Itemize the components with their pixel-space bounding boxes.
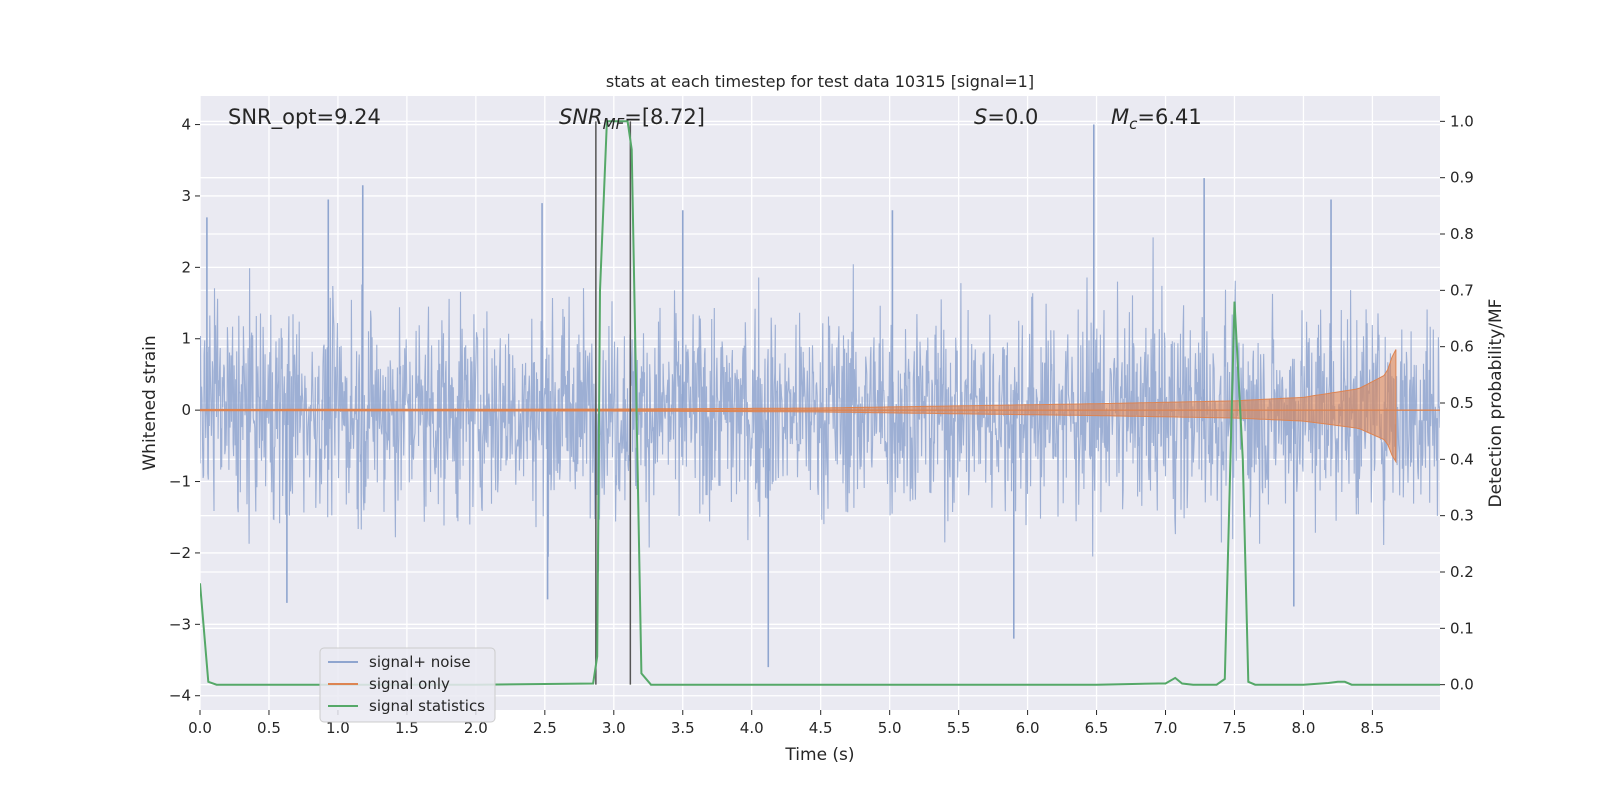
y-right-tick-label: 0.4 [1450, 450, 1474, 468]
x-tick-label: 5.0 [878, 719, 902, 737]
y-right-tick-label: 0.9 [1450, 169, 1474, 187]
legend-label-signal-statistics: signal statistics [369, 697, 485, 715]
annotation-snr-opt: SNR_opt=9.24 [228, 105, 381, 130]
x-tick-label: 0.0 [188, 719, 212, 737]
y-left-tick-label: −4 [169, 687, 191, 705]
x-tick-label: 6.0 [1016, 719, 1040, 737]
y-left-tick-label: 2 [181, 258, 191, 276]
y-left-tick-label: 0 [181, 401, 191, 419]
y-axis-left: 4 3 2 1 0 −1 −2 −3 −4 [169, 116, 200, 705]
y-right-tick-label: 0.7 [1450, 281, 1474, 299]
annotation-snr-mf: SNRMF=[8.72] [559, 105, 705, 133]
x-tick-label: 5.5 [947, 719, 971, 737]
plot-series [200, 120, 1440, 686]
x-tick-label: 1.0 [326, 719, 350, 737]
x-tick-label: 7.5 [1223, 719, 1247, 737]
y-left-tick-label: 1 [181, 330, 191, 348]
y-left-tick-label: 4 [181, 116, 191, 134]
y-axis-left-label: Whitened strain [140, 335, 160, 470]
x-tick-label: 7.0 [1154, 719, 1178, 737]
legend-label-signal-noise: signal+ noise [369, 653, 471, 671]
annotation-s: S=0.0 [974, 105, 1038, 129]
x-axis: 0.0 0.5 1.0 1.5 2.0 2.5 3.0 3.5 4.0 4.5 5.0 5.5 6.0 6… [188, 710, 1384, 737]
x-tick-label: 4.0 [740, 719, 764, 737]
x-tick-label: 3.5 [671, 719, 695, 737]
chart-title: stats at each timestep for test data 103… [606, 72, 1034, 91]
y-right-tick-label: 0.1 [1450, 619, 1474, 637]
y-right-tick-label: 0.6 [1450, 338, 1474, 356]
y-left-tick-label: −1 [169, 473, 191, 491]
x-tick-label: 3.0 [602, 719, 626, 737]
series-signal-statistics [200, 120, 1440, 686]
legend-box [319, 647, 496, 723]
y-right-tick-label: 1.0 [1450, 112, 1474, 130]
legend-label-signal-only: signal only [369, 675, 450, 693]
y-right-tick-label: 0.5 [1450, 394, 1474, 412]
y-axis-right: 1.0 0.9 0.8 0.7 0.6 0.5 0.4 0.3 0.2 0.1 0.0 [1440, 112, 1474, 694]
x-tick-label: 1.5 [395, 719, 419, 737]
x-tick-label: 8.5 [1360, 719, 1384, 737]
y-axis-right-label: Detection probability/MF [1486, 299, 1506, 508]
x-tick-label: 0.5 [257, 719, 281, 737]
x-axis-label: Time (s) [784, 745, 854, 765]
legend: signal+ noise signal only signal statist… [319, 647, 496, 723]
y-right-tick-label: 0.3 [1450, 507, 1474, 525]
y-right-tick-label: 0.2 [1450, 563, 1474, 581]
y-left-tick-label: −2 [169, 544, 191, 562]
y-left-tick-label: −3 [169, 615, 191, 633]
x-tick-label: 2.0 [464, 719, 488, 737]
y-left-tick-label: 3 [181, 187, 191, 205]
x-tick-label: 6.5 [1085, 719, 1109, 737]
annotation-mc: Mc=6.41 [1111, 105, 1202, 133]
series-signal-noise [200, 237, 1440, 572]
x-tick-label: 2.5 [533, 719, 557, 737]
y-right-tick-label: 0.0 [1450, 676, 1474, 694]
x-tick-label: 4.5 [809, 719, 833, 737]
y-right-tick-label: 0.8 [1450, 225, 1474, 243]
x-tick-label: 8.0 [1292, 719, 1316, 737]
